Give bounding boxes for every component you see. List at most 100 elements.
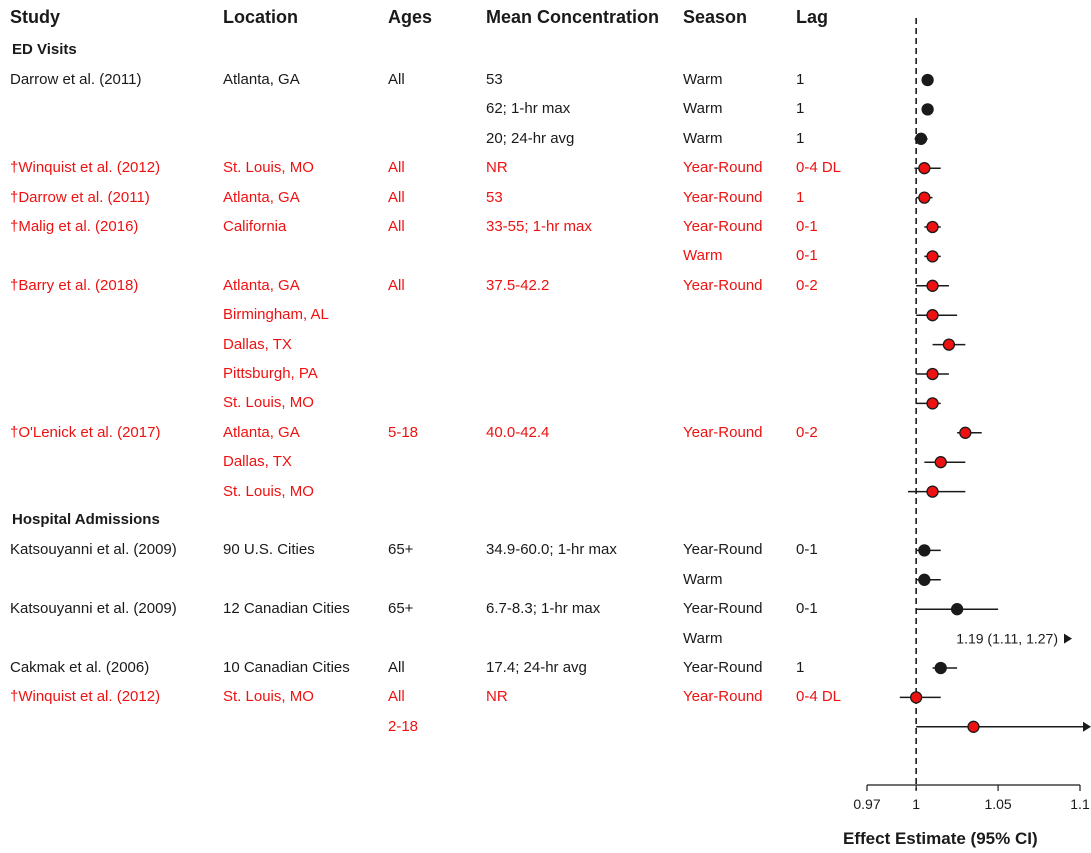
row-7-season: Year-Round: [683, 276, 763, 294]
row-6-season: Warm: [683, 247, 723, 265]
point-estimate: [967, 720, 980, 733]
point-estimate: [926, 220, 939, 234]
x-axis-title: Effect Estimate (95% CI): [843, 829, 1038, 848]
point-estimate: [910, 691, 923, 704]
header-season: Season: [683, 7, 748, 27]
section-hospital-admissions: Hospital Admissions: [12, 511, 160, 528]
row-20-location: St. Louis, MO: [223, 688, 314, 706]
row-3-ages: All: [388, 159, 405, 177]
row-19-conc: 17.4; 24-hr avg: [486, 659, 587, 676]
header-lag: Lag: [796, 7, 829, 27]
header-location: Location: [223, 7, 298, 27]
row-19-study: Cakmak et al. (2006): [10, 659, 150, 676]
point-estimate: [934, 456, 947, 469]
row-7-study: †Barry et al. (2018): [10, 276, 139, 294]
x-tick-label: 1: [912, 796, 920, 812]
row-3-study: †Winquist et al. (2012): [10, 159, 161, 177]
row-12-study: †O'Lenick et al. (2017): [10, 423, 161, 441]
row-12-ages: 5-18: [388, 423, 419, 441]
row-17-conc: 6.7-8.3; 1-hr max: [486, 600, 601, 618]
row-7-ages: All: [388, 276, 405, 294]
row-5-study: †Malig et al. (2016): [10, 218, 139, 235]
point-estimate: [926, 279, 939, 292]
row-6-lag: 0-1: [796, 247, 818, 265]
point-estimate: [926, 485, 939, 498]
header-ages: Ages: [388, 7, 433, 27]
row-20-ages: All: [388, 688, 405, 706]
row-4-conc: 53: [486, 188, 503, 206]
row-7-conc: 37.5-42.2: [486, 276, 550, 294]
row-18-season: Warm: [683, 629, 723, 647]
row-0-ages: All: [388, 71, 405, 88]
point-estimate: [926, 309, 939, 322]
row-7-lag: 0-2: [796, 276, 818, 294]
point-estimate: [918, 191, 931, 204]
row-17-ages: 65+: [388, 600, 414, 618]
row-12-season: Year-Round: [683, 423, 763, 441]
row-17-lag: 0-1: [796, 600, 818, 618]
ci-arrow: [1083, 721, 1091, 732]
row-5-season: Year-Round: [683, 218, 763, 235]
row-16-season: Warm: [683, 570, 723, 588]
row-8-location: Birmingham, AL: [223, 306, 329, 324]
row-5-lag: 0-1: [796, 218, 818, 235]
row-2-conc: 20; 24-hr avg: [486, 129, 575, 147]
row-3-conc: NR: [486, 159, 508, 177]
row-19-location: 10 Canadian Cities: [223, 659, 350, 676]
row-4-season: Year-Round: [683, 188, 763, 206]
x-tick-label: 1.1: [1070, 796, 1090, 812]
row-3-location: St. Louis, MO: [223, 159, 314, 177]
point-estimate: [918, 544, 931, 557]
row-19-ages: All: [388, 659, 405, 676]
row-20-lag: 0-4 DL: [796, 688, 842, 706]
point-estimate: [914, 132, 928, 145]
point-estimate: [918, 162, 931, 175]
row-19-season: Year-Round: [683, 659, 763, 676]
row-12-lag: 0-2: [796, 423, 818, 441]
row-15-conc: 34.9-60.0; 1-hr max: [486, 541, 617, 559]
row-11-location: St. Louis, MO: [223, 394, 314, 412]
point-estimate: [959, 426, 972, 439]
row-1-lag: 1: [796, 100, 805, 118]
point-estimate: [926, 250, 939, 263]
row-4-ages: All: [388, 188, 405, 206]
row-0-conc: 53: [486, 71, 503, 88]
row-13-location: Dallas, TX: [223, 453, 292, 471]
row-17-location: 12 Canadian Cities: [223, 600, 350, 618]
row-9-location: Dallas, TX: [223, 335, 292, 353]
point-estimate: [942, 338, 956, 351]
row-15-season: Year-Round: [683, 541, 763, 559]
row-20-study: †Winquist et al. (2012): [10, 688, 161, 706]
row-3-lag: 0-4 DL: [796, 159, 842, 177]
header-mean-concentration: Mean Concentration: [486, 7, 660, 27]
section-ed-visits: ED Visits: [12, 41, 77, 58]
header-study: Study: [10, 7, 61, 27]
row-5-location: California: [223, 218, 287, 235]
row-15-ages: 65+: [388, 541, 414, 559]
point-estimate: [918, 573, 931, 586]
row-7-location: Atlanta, GA: [223, 276, 300, 294]
point-estimate: [921, 73, 934, 87]
row-4-lag: 1: [796, 188, 805, 206]
row-12-location: Atlanta, GA: [223, 423, 300, 441]
row-0-study: Darrow et al. (2011): [10, 71, 142, 88]
row-19-lag: 1: [796, 659, 805, 676]
row-3-season: Year-Round: [683, 159, 763, 177]
x-tick-label: 0.97: [853, 796, 880, 812]
x-tick-label: 1.05: [984, 796, 1011, 812]
row-0-season: Warm: [683, 71, 723, 88]
point-estimate: [950, 603, 964, 616]
point-estimate: [926, 367, 939, 381]
row-0-lag: 1: [796, 71, 805, 88]
row-5-conc: 33-55; 1-hr max: [486, 218, 592, 235]
row-2-lag: 1: [796, 129, 805, 147]
off-scale-arrow: [1064, 633, 1072, 644]
point-estimate: [926, 397, 939, 410]
row-17-season: Year-Round: [683, 600, 763, 618]
row-17-study: Katsouyanni et al. (2009): [10, 600, 177, 618]
row-21-ages: 2-18: [388, 717, 419, 735]
row-0-location: Atlanta, GA: [223, 71, 300, 88]
row-1-season: Warm: [683, 100, 723, 118]
row-2-season: Warm: [683, 129, 723, 147]
